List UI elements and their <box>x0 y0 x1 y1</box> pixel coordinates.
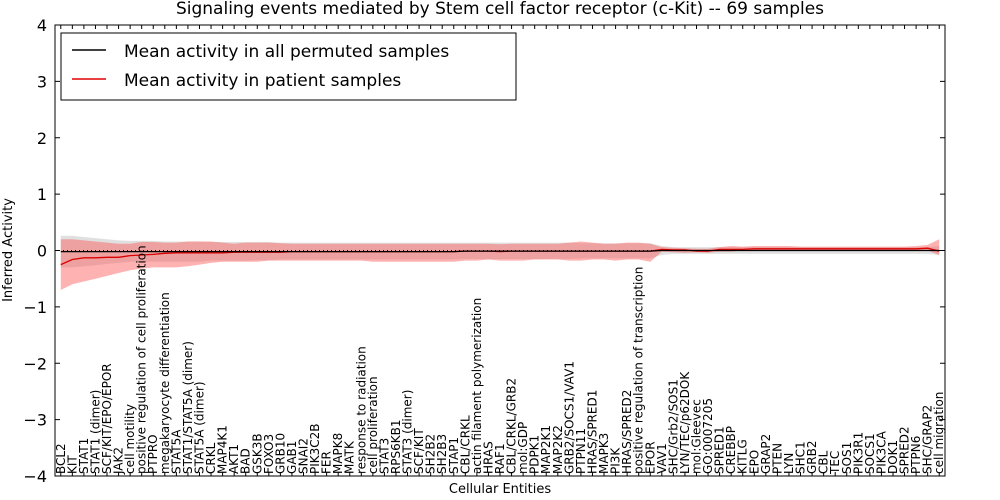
x-tick-label: CBL/CRKL/GRB2 <box>505 378 519 474</box>
y-tick-label: 3 <box>37 72 47 91</box>
x-tick-label: JAK2 <box>112 447 126 475</box>
x-tick-label: GRB2/SOCS1/VAV1 <box>562 361 576 474</box>
x-tick-label: GRAP2 <box>759 434 773 474</box>
y-tick-label: 0 <box>37 242 47 261</box>
legend-label-permuted: Mean activity in all permuted samples <box>124 42 449 62</box>
x-tick-label: STAP1 <box>447 437 461 474</box>
x-tick-label: CBL/CRKL <box>458 415 472 474</box>
x-tick-label: FER <box>320 451 334 474</box>
y-tick-label: 4 <box>37 16 47 35</box>
x-tick-label: PTPN11 <box>574 428 588 474</box>
x-tick-label: SPRED2 <box>898 426 912 474</box>
y-axis: −4 −3 −2 −1 0 1 2 3 4 <box>23 16 945 486</box>
x-tick-label: cell proliferation <box>366 376 380 474</box>
x-tick-label: LYN <box>782 453 796 474</box>
x-tick-label: HRAS/SPRED2 <box>620 390 634 474</box>
x-tick-label: PTPN6 <box>909 436 923 474</box>
x-tick-label: SOCS1 <box>863 433 877 474</box>
x-tick-label: SOS1 <box>840 442 854 474</box>
x-tick-label: BCL2 <box>54 443 68 474</box>
x-tick-label: MAPK3 <box>597 433 611 474</box>
y-axis-label: Inferred Activity <box>1 198 16 302</box>
x-tick-label: RPS6KB1 <box>389 419 403 474</box>
x-tick-label: STAT5A <box>169 429 183 474</box>
x-tick-label: LYN/TEC/p62DOK <box>678 371 692 474</box>
x-tick-label: SHC/Grb2/SOS1 <box>666 379 680 474</box>
x-tick-label: TEC <box>828 451 842 475</box>
legend-label-patient: Mean activity in patient samples <box>124 71 401 91</box>
x-tick-label: response to radiation <box>354 346 368 474</box>
x-tick-label: GAB1 <box>285 441 299 474</box>
x-tick-label: CREBBP <box>724 426 738 474</box>
x-tick-label: EPOR <box>643 441 657 474</box>
x-tick-label: RAF1 <box>493 443 507 474</box>
x-tick-label: cell motility <box>123 404 137 474</box>
series-line-layer <box>60 247 940 266</box>
x-tick-label: GO:0007205 <box>701 398 715 474</box>
x-tick-label: AKT1 <box>227 444 241 474</box>
x-tick-label: PIK3CA <box>874 430 888 474</box>
x-tick-label: DOK1 <box>886 440 900 474</box>
y-tick-label: −1 <box>23 298 47 317</box>
x-tick-label: GRB10 <box>273 433 287 474</box>
x-tick-label: SH2B3 <box>435 434 449 474</box>
x-tick-label: BAD <box>239 448 253 474</box>
legend-box <box>60 32 517 101</box>
x-tick-label: STAT1 <box>77 438 91 474</box>
x-tick-label: mol:GDP <box>516 422 530 474</box>
x-tick-label: STAT1/STAT5A (dimer) <box>181 341 195 474</box>
x-tick-label: MAP4K1 <box>216 425 230 474</box>
x-tick-label: SH2B2 <box>424 434 438 474</box>
x-tick-label: PTEN <box>770 443 784 474</box>
x-tick-label: cell migration <box>932 392 946 474</box>
y-tick-label: −4 <box>23 467 47 486</box>
x-tick-label: SPRED1 <box>713 426 727 474</box>
x-tick-label: KITLG <box>736 439 750 474</box>
x-tick-label: positive regulation of cell proliferatio… <box>135 245 149 474</box>
x-tick-label: HRAS/SPRED1 <box>586 390 600 474</box>
x-tick-label: STAT3 <box>377 438 391 474</box>
x-tick-label: MAPK8 <box>331 433 345 474</box>
x-tick-label: EPO <box>747 450 761 474</box>
x-tick-label: MAP2K2 <box>551 425 565 474</box>
x-tick-label: MATK <box>343 440 357 474</box>
x-tick-label: GRB2 <box>805 441 819 475</box>
x-tick-label: STAT5A (dimer) <box>193 381 207 474</box>
x-tick-label: CRKL <box>204 442 218 474</box>
series-line-permuted <box>60 249 940 253</box>
x-tick-label: actin filament polymerization <box>470 298 484 474</box>
x-tick-label: SHC1 <box>794 441 808 474</box>
x-tick-label: STAT3 (dimer) <box>401 390 415 474</box>
y-tick-label: −2 <box>23 354 47 373</box>
x-axis-label: Cellular Entities <box>449 482 551 497</box>
legend: Mean activity in all permuted samples Me… <box>60 32 517 101</box>
x-tick-label: PDPK1 <box>528 435 542 474</box>
x-tick-label: SCF/KIT <box>412 428 426 474</box>
x-tick-label: PIK3R1 <box>851 432 865 474</box>
y-tick-label: 1 <box>37 185 47 204</box>
x-tick-label: mol:Gleevec <box>690 399 704 474</box>
x-tick-label: VAV1 <box>655 443 669 474</box>
x-tick-label: SNAI2 <box>297 438 311 474</box>
x-tick-label: FOXO3 <box>262 434 276 474</box>
x-tick-label: PTPRO <box>146 434 160 474</box>
x-tick-label: SCF/KIT/EPO/EPOR <box>100 363 114 474</box>
x-tick-label: KIT <box>65 455 79 474</box>
x-tick-label: PI3K <box>609 447 623 474</box>
x-tick-label: MAP2K1 <box>539 425 553 474</box>
y-tick-label: 2 <box>37 129 47 148</box>
x-tick-label: CBL <box>817 450 831 474</box>
chart-title: Signaling events mediated by Stem cell f… <box>176 0 824 19</box>
x-tick-label: GSK3B <box>250 433 264 474</box>
x-tick-label: megakaryocyte differentiation <box>158 292 172 474</box>
x-tick-label: PIK3C2B <box>308 424 322 475</box>
x-tick-label: positive regulation of transcription <box>632 267 646 474</box>
x-tick-label: STAT1 (dimer) <box>89 390 103 474</box>
x-tick-label: SHC/GRAP2 <box>921 405 935 474</box>
x-tick-label: HRAS <box>481 441 495 474</box>
y-tick-label: −3 <box>23 411 47 430</box>
